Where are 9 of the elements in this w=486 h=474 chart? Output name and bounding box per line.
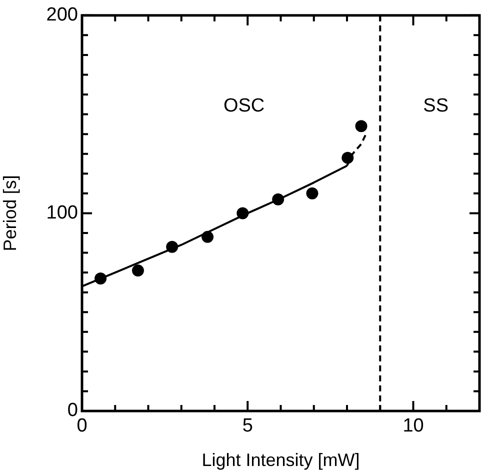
y-tick-label: 100 (46, 202, 78, 224)
y-tick-label: 200 (46, 4, 78, 26)
y-axis-title: Period [s] (0, 175, 20, 252)
annotation: OSC (223, 96, 265, 117)
x-tick-label: 5 (242, 416, 253, 437)
y-tick-label: 0 (67, 400, 78, 422)
x-axis-title: Light Intensity [mW] (202, 450, 360, 470)
x-tick-label: 10 (402, 416, 424, 437)
annotation: SS (423, 96, 448, 117)
